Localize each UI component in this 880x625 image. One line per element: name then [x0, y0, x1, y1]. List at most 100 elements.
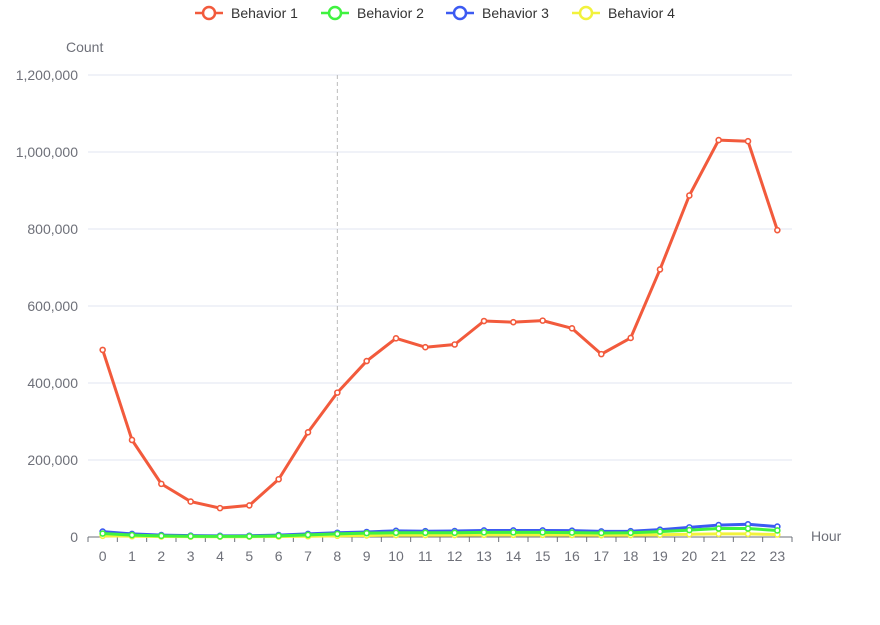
data-point[interactable] [128, 436, 136, 444]
data-point[interactable] [363, 529, 370, 537]
data-point[interactable] [422, 529, 429, 537]
x-tick-label: 22 [740, 548, 756, 564]
legend-circle-icon [578, 5, 594, 21]
data-point[interactable] [304, 428, 312, 436]
legend-item-3[interactable]: Behavior 3 [446, 5, 549, 21]
x-tick-label: 2 [157, 548, 165, 564]
data-point[interactable] [216, 504, 224, 512]
x-tick-label: 3 [187, 548, 195, 564]
y-tick-label: 1,000,000 [16, 144, 78, 160]
data-point[interactable] [304, 531, 312, 539]
data-point[interactable] [216, 533, 224, 540]
data-point[interactable] [686, 192, 693, 199]
legend[interactable]: Behavior 1 Behavior 2 Behavior 3 Behavior 4 [195, 5, 675, 21]
data-point[interactable] [422, 343, 429, 351]
data-point[interactable] [187, 498, 194, 505]
x-tick-label: 21 [711, 548, 727, 564]
series-line [101, 138, 779, 510]
x-tick-label: 14 [506, 548, 522, 564]
y-tick-label: 200,000 [27, 452, 78, 468]
x-tick-label: 10 [388, 548, 404, 564]
x-tick-label: 6 [275, 548, 283, 564]
series-layer [99, 136, 781, 540]
x-axis: 0 1 2 3 4 5 6 7 8 9 10 11 12 13 14 15 16 17 18 19 20 21 22 23 [87, 536, 793, 564]
series-line [102, 527, 778, 538]
y-tick-label: 0 [70, 529, 78, 545]
data-point[interactable] [158, 532, 165, 540]
data-point[interactable] [275, 475, 282, 483]
data-point[interactable] [128, 531, 136, 539]
x-tick-label: 0 [99, 548, 107, 564]
x-tick-label: 18 [623, 548, 639, 564]
x-tick-label: 7 [304, 548, 312, 564]
x-tick-label: 19 [652, 548, 668, 564]
data-point[interactable] [246, 502, 253, 509]
x-tick-label: 17 [594, 548, 610, 564]
data-point[interactable] [656, 266, 664, 273]
data-point[interactable] [715, 530, 722, 538]
data-point[interactable] [539, 317, 546, 324]
data-point[interactable] [480, 529, 488, 536]
data-point[interactable] [539, 529, 546, 536]
data-point[interactable] [392, 529, 400, 537]
legend-item-4[interactable]: Behavior 4 [572, 5, 675, 21]
data-point[interactable] [451, 529, 458, 537]
data-point[interactable] [246, 533, 253, 540]
legend-label: Behavior 1 [231, 5, 298, 21]
y-tick-label: 600,000 [27, 298, 78, 314]
data-point[interactable] [568, 529, 576, 536]
data-point[interactable] [568, 325, 576, 332]
data-point[interactable] [744, 525, 752, 532]
data-point[interactable] [598, 350, 605, 358]
x-tick-label: 23 [770, 548, 786, 564]
x-tick-label: 11 [418, 548, 433, 564]
x-tick-label: 4 [216, 548, 224, 564]
data-point[interactable] [627, 529, 634, 537]
data-point[interactable] [598, 529, 605, 537]
data-point[interactable] [158, 480, 165, 488]
data-point[interactable] [686, 526, 693, 534]
x-tick-label: 5 [245, 548, 253, 564]
x-tick-label: 1 [128, 548, 136, 564]
data-point[interactable] [480, 317, 488, 325]
data-point[interactable] [510, 529, 517, 536]
legend-item-2[interactable]: Behavior 2 [321, 5, 424, 21]
data-point[interactable] [334, 530, 341, 538]
data-point[interactable] [656, 528, 664, 535]
x-tick-label: 15 [535, 548, 551, 564]
x-tick-label: 13 [476, 548, 492, 564]
x-axis-label: Hour [811, 528, 842, 544]
data-point[interactable] [275, 532, 282, 540]
data-point[interactable] [774, 527, 781, 534]
legend-circle-icon [201, 5, 217, 21]
x-tick-label: 20 [682, 548, 698, 564]
data-point[interactable] [451, 341, 458, 348]
series-2 [99, 525, 781, 540]
y-axis-label: Count [66, 39, 103, 55]
data-point[interactable] [627, 334, 634, 342]
legend-circle-icon [452, 5, 468, 21]
data-point[interactable] [744, 137, 752, 145]
data-point[interactable] [715, 525, 722, 532]
y-tick-label: 800,000 [27, 221, 78, 237]
legend-label: Behavior 4 [608, 5, 675, 21]
data-point[interactable] [99, 346, 106, 354]
y-axis: 0 200,000 400,000 600,000 800,000 1,000,000 1,… [16, 67, 79, 545]
data-point[interactable] [774, 226, 781, 234]
y-tick-label: 1,200,000 [16, 67, 78, 83]
legend-item-1[interactable]: Behavior 1 [195, 5, 298, 21]
data-point[interactable] [99, 530, 106, 537]
legend-circle-icon [327, 5, 343, 21]
x-tick-label: 16 [564, 548, 580, 564]
data-point[interactable] [744, 530, 752, 538]
legend-label: Behavior 2 [357, 5, 424, 21]
data-point[interactable] [510, 318, 517, 326]
data-point[interactable] [363, 357, 370, 365]
series-1 [99, 136, 781, 512]
data-point[interactable] [715, 136, 722, 144]
data-point[interactable] [187, 532, 194, 540]
data-point[interactable] [392, 335, 400, 342]
x-tick-label: 8 [333, 548, 341, 564]
data-point[interactable] [334, 389, 341, 396]
